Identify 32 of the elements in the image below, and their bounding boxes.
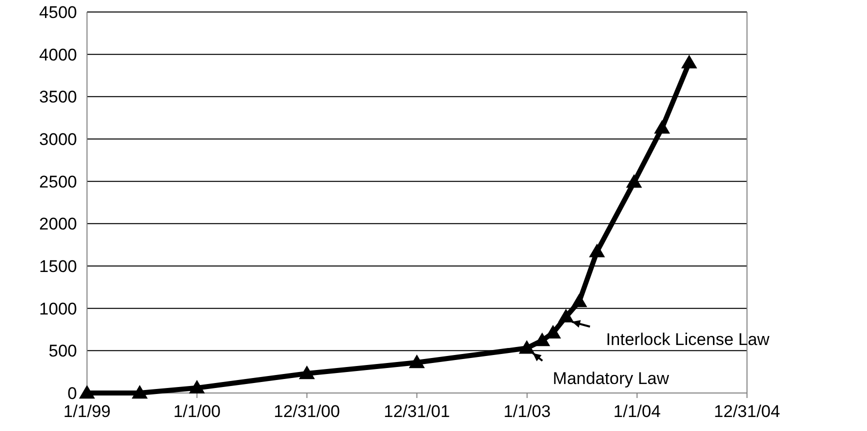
y-tick-label: 1000 (39, 299, 77, 318)
y-tick-label: 3500 (39, 88, 77, 107)
x-tick-label: 1/1/04 (613, 402, 661, 421)
x-tick-label: 1/1/00 (173, 402, 221, 421)
point (298, 366, 315, 380)
y-tick-label: 4000 (39, 45, 77, 64)
x-tick-label: 12/31/04 (714, 402, 780, 421)
x-tick-label: 1/1/03 (503, 402, 551, 421)
point (408, 354, 425, 368)
point (188, 380, 205, 394)
y-tick-label: 4500 (39, 3, 77, 22)
point (132, 385, 148, 399)
y-tick-label: 0 (68, 384, 77, 403)
point (588, 244, 605, 258)
y-tick-label: 2500 (39, 172, 77, 192)
point (681, 54, 698, 68)
point (534, 332, 550, 346)
annotation: Mandatory Law (552, 369, 670, 388)
y-tick-label: 500 (48, 342, 77, 361)
point (654, 120, 670, 134)
point (558, 308, 574, 322)
point (518, 340, 535, 354)
x-tick-label: 12/31/00 (274, 402, 340, 421)
point (79, 385, 95, 399)
x-tick-label: 1/1/99 (63, 402, 111, 421)
point (626, 174, 642, 188)
point (571, 294, 588, 308)
y-tick-label: 1500 (39, 257, 77, 276)
x-tick-label: 12/31/01 (384, 402, 450, 421)
annotation: Interlock License Law (606, 330, 770, 349)
y-tick-label: 3000 (39, 130, 77, 149)
y-tick-label: 2000 (39, 214, 77, 234)
